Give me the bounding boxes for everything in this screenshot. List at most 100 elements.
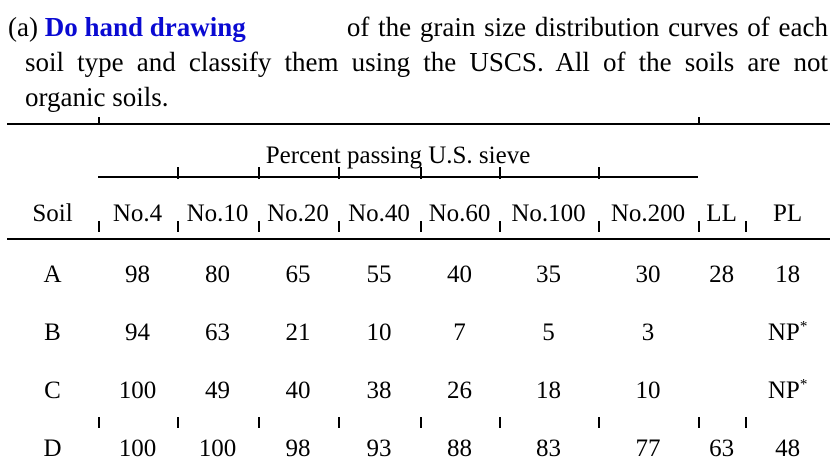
value-cell: 10 <box>635 377 661 404</box>
pl-value: 18 <box>775 261 801 288</box>
grain-size-table: Percent passing U.S. sieve Soil No.4 No.… <box>7 123 831 462</box>
column-tick <box>420 167 422 179</box>
value-cell: 100 <box>118 377 157 404</box>
ll-cell <box>698 356 745 414</box>
value-cell: 7 <box>453 319 466 346</box>
ll-cell <box>698 298 745 356</box>
pl-value: NP <box>767 377 800 404</box>
column-tick <box>698 417 700 428</box>
value-cell: 55 <box>366 261 392 288</box>
col-header-no200: No.200 <box>598 177 699 240</box>
value-cell: 100 <box>118 435 157 462</box>
value-cell: 38 <box>366 377 392 404</box>
column-tick <box>258 167 260 179</box>
pl-cell: 18 <box>745 239 830 298</box>
value-cell: 21 <box>285 319 311 346</box>
paragraph-line-1: (a) Do hand drawing of the grain size di… <box>8 10 828 45</box>
column-tick <box>499 417 501 428</box>
column-tick <box>499 221 501 232</box>
column-header-row: Soil No.4 No.10 No.20 No.40 No.60 No.100… <box>7 177 831 240</box>
column-tick <box>177 167 179 179</box>
column-tick <box>98 417 100 428</box>
column-tick <box>745 221 747 232</box>
value-cell: 94 <box>125 319 150 346</box>
value-cell: 26 <box>447 377 472 404</box>
pl-cell: 48 <box>745 414 830 462</box>
column-tick <box>177 417 179 428</box>
value-cell: 63 <box>205 319 230 346</box>
column-tick <box>499 167 501 179</box>
table-row-soil-a: A 98 80 65 55 40 35 30 28 18 <box>7 239 830 298</box>
column-tick <box>698 117 700 125</box>
lead-text: (a) Do hand drawing <box>8 10 246 45</box>
value-cell: 10 <box>366 319 392 346</box>
spanner-empty-right <box>698 124 830 177</box>
column-tick <box>598 221 600 232</box>
column-tick <box>258 221 260 232</box>
table-row-soil-c: C 100 49 40 38 26 18 10 NP* <box>7 356 830 414</box>
col-header-no40: No.40 <box>338 177 420 240</box>
col-header-no20: No.20 <box>258 177 338 240</box>
column-tick <box>698 221 700 232</box>
value-cell: 88 <box>447 435 472 462</box>
col-header-pl: PL <box>745 177 831 240</box>
paragraph-line1-rest: of the grain size distribution curves of… <box>346 12 828 42</box>
value-cell: 65 <box>285 261 311 288</box>
footnote-marker: * <box>799 318 808 335</box>
column-tick <box>598 167 600 179</box>
table-row-soil-b: B 94 63 21 10 7 5 3 NP* <box>7 298 830 356</box>
ll-cell: 28 <box>709 261 735 288</box>
column-tick <box>420 221 422 232</box>
table-row-soil-d: D 100 100 98 93 88 83 77 63 48 <box>7 414 830 462</box>
value-cell: 77 <box>635 435 661 462</box>
value-cell: 93 <box>366 435 392 462</box>
column-tick <box>258 417 260 428</box>
value-cell: 40 <box>447 261 472 288</box>
value-cell: 3 <box>641 319 655 346</box>
column-tick <box>420 417 422 428</box>
col-header-soil: Soil <box>7 177 98 240</box>
value-cell: 40 <box>285 377 311 404</box>
soil-id-cell: B <box>44 319 61 346</box>
value-cell: 5 <box>542 319 555 346</box>
column-tick <box>745 417 747 428</box>
column-tick <box>338 167 340 179</box>
value-cell: 83 <box>536 435 561 462</box>
soil-id-cell: D <box>43 435 62 462</box>
value-cell: 18 <box>536 377 561 404</box>
paragraph-line-2: soil type and classify them using the US… <box>25 47 828 77</box>
pl-cell: NP* <box>745 356 830 414</box>
col-header-no4: No.4 <box>98 177 177 240</box>
spanner-header: Percent passing U.S. sieve <box>98 124 699 178</box>
soil-id-cell: C <box>44 377 61 404</box>
column-tick <box>338 221 340 232</box>
value-cell: 100 <box>198 435 237 462</box>
value-cell: 98 <box>285 435 311 462</box>
spanner-empty-left <box>7 124 98 177</box>
col-header-no10: No.10 <box>177 177 258 240</box>
pl-value: 48 <box>775 435 801 462</box>
item-label: (a) <box>8 12 45 42</box>
column-tick <box>98 117 100 125</box>
value-cell: 35 <box>536 261 561 288</box>
pl-cell: NP* <box>745 298 830 356</box>
value-cell: 30 <box>635 261 661 288</box>
column-tick <box>98 221 100 232</box>
col-header-no100: No.100 <box>499 177 598 240</box>
value-cell: 80 <box>205 261 230 288</box>
problem-statement: (a) Do hand drawing of the grain size di… <box>0 0 832 115</box>
column-tick <box>177 221 179 232</box>
highlighted-task-text: Do hand drawing <box>44 12 246 42</box>
ll-cell: 63 <box>709 435 735 462</box>
column-tick <box>338 417 340 428</box>
value-cell: 98 <box>125 261 150 288</box>
column-tick <box>598 417 600 428</box>
col-header-ll: LL <box>698 177 746 240</box>
paragraph-line-3: organic soils. <box>25 82 169 112</box>
footnote-marker: * <box>799 376 808 393</box>
value-cell: 49 <box>205 377 230 404</box>
soil-id-cell: A <box>43 261 62 288</box>
pl-value: NP <box>767 319 800 346</box>
col-header-no60: No.60 <box>420 177 499 240</box>
